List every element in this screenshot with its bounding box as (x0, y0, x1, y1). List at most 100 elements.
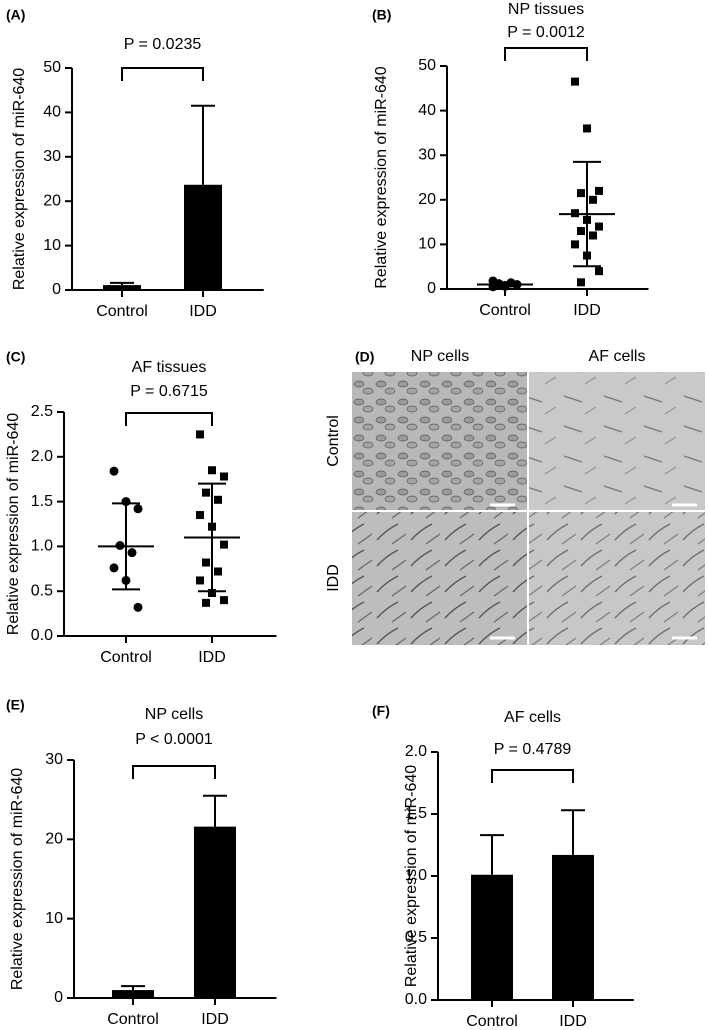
panel-label: (A) (6, 7, 25, 23)
y-tick-label: 50 (43, 59, 61, 76)
data-point (196, 511, 204, 520)
y-tick-label: 40 (43, 104, 61, 121)
data-point (220, 596, 228, 605)
annotation: P < 0.0001 (135, 731, 213, 748)
micrograph (352, 372, 527, 510)
data-point (577, 189, 585, 198)
data-point (109, 563, 119, 573)
bar (103, 285, 141, 290)
chart-title: NP tissues (508, 1, 584, 18)
chart-title: NP cells (145, 706, 203, 723)
data-point (595, 222, 603, 231)
y-axis-label: Relative expression of miR-640 (5, 413, 22, 635)
data-point (208, 466, 216, 475)
y-tick-label: 1.5 (31, 493, 53, 510)
data-point (127, 548, 137, 558)
y-tick-label: 1.0 (405, 867, 427, 884)
significance-bracket (491, 769, 574, 783)
data-point (214, 495, 222, 504)
row-label: IDD (325, 564, 342, 592)
axis-line (446, 66, 649, 290)
data-point (220, 472, 228, 481)
annotation: P = 0.0012 (507, 24, 585, 41)
y-axis-label: Relative expression of miR-640 (11, 68, 28, 290)
y-tick-label: 40 (418, 102, 436, 119)
bar (552, 854, 594, 1000)
y-tick-label: 0 (52, 281, 61, 298)
y-tick-label: 2.0 (405, 743, 427, 760)
data-point (133, 602, 143, 612)
significance-bracket (504, 47, 588, 61)
y-tick-label: 30 (45, 751, 63, 768)
annotation: P = 0.4789 (494, 741, 572, 758)
axis-line (71, 68, 264, 291)
data-point (202, 488, 210, 497)
axis-line (73, 760, 277, 999)
y-tick-label: 0.5 (31, 582, 53, 599)
y-tick-label: 0 (54, 989, 63, 1006)
y-tick-label: 30 (418, 146, 436, 163)
data-point (202, 558, 210, 567)
x-tick-label: IDD (198, 649, 226, 666)
data-point (595, 267, 603, 276)
x-tick-label: Control (100, 649, 152, 666)
data-point (577, 227, 585, 236)
data-point (196, 430, 204, 439)
chart-title: AF tissues (132, 359, 207, 376)
y-axis-label: Relative expression of miR-640 (9, 768, 26, 990)
y-tick-label: 0.0 (405, 991, 427, 1008)
y-tick-label: 1.5 (405, 805, 427, 822)
annotation: P = 0.0235 (124, 36, 202, 53)
significance-bracket (125, 412, 213, 426)
y-tick-label: 20 (43, 192, 61, 209)
y-axis-label: Relative expression of miR-640 (373, 66, 390, 288)
y-tick-label: 0 (427, 280, 436, 297)
x-tick-label: Control (96, 303, 148, 320)
panel-label: (C) (6, 349, 25, 365)
y-tick-label: 2.5 (31, 403, 53, 420)
annotation: P = 0.6715 (130, 383, 208, 400)
x-tick-label: IDD (573, 302, 601, 319)
significance-bracket (132, 765, 216, 779)
data-point (109, 466, 119, 476)
data-point (571, 240, 579, 249)
data-point (220, 540, 228, 549)
data-point (589, 195, 597, 204)
x-tick-label: Control (479, 302, 531, 319)
bar (112, 990, 154, 998)
image-panel: (D) NP cells AF cells Control IDD (325, 348, 705, 645)
bar (471, 874, 513, 1000)
panel-label: (E) (6, 697, 25, 713)
data-point (208, 588, 216, 597)
data-point (589, 231, 597, 240)
micrograph (352, 512, 527, 645)
x-tick-label: IDD (201, 1011, 229, 1028)
data-point (214, 567, 222, 576)
y-tick-label: 1.0 (31, 538, 53, 555)
data-point (583, 124, 591, 133)
row-label: Control (325, 415, 342, 467)
x-tick-label: Control (107, 1011, 159, 1028)
x-tick-label: Control (466, 1013, 518, 1030)
y-tick-label: 10 (418, 236, 436, 253)
column-label: NP cells (411, 348, 469, 365)
y-tick-label: 10 (43, 237, 61, 254)
panel-label: (D) (355, 349, 374, 365)
y-tick-label: 20 (45, 831, 63, 848)
bar (194, 826, 236, 998)
data-point (133, 504, 143, 514)
micrograph (529, 512, 705, 645)
y-tick-label: 50 (418, 57, 436, 74)
data-point (196, 576, 204, 585)
data-point (577, 278, 585, 287)
y-tick-label: 20 (418, 191, 436, 208)
micrograph (529, 372, 705, 510)
axis-line (63, 412, 277, 637)
bar (184, 184, 222, 290)
panel-label: (B) (372, 7, 391, 23)
y-tick-label: 0.0 (31, 627, 53, 644)
y-tick-label: 0.5 (405, 929, 427, 946)
axis-line (437, 752, 634, 1001)
chart-title: AF cells (504, 709, 561, 726)
